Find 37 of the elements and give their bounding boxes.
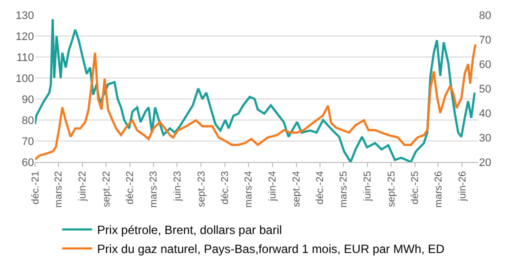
y-tick-label: 70 — [22, 136, 34, 148]
line-series — [35, 18, 476, 162]
x-tick-label: déc.-22 — [125, 170, 136, 204]
x-tick-label: mars-25 — [338, 170, 350, 208]
y2-tick-label: 80 — [479, 10, 492, 22]
y-tick-label: 120 — [16, 30, 34, 43]
y-tick-label: 100 — [16, 72, 34, 85]
x-tick-label: déc.-24 — [315, 170, 326, 204]
x-tick-label: mars-26 — [433, 170, 444, 208]
x-tick-label: déc.-21 — [30, 170, 42, 204]
x-tick-label: juin-26 — [457, 170, 468, 202]
legend-label: Prix pétrole, Brent, dollars par baril — [97, 223, 282, 238]
x-tick-label: mars-23 — [148, 170, 160, 208]
x-tick-label: sept.-23 — [196, 170, 208, 208]
x-tick-label: sept.-24 — [292, 170, 303, 208]
x-tick-label: mars-24 — [244, 170, 255, 208]
y-tick-label: 80 — [22, 114, 34, 127]
y-tick-label: 110 — [16, 52, 34, 64]
y-tick-label: 90 — [22, 94, 34, 106]
x-tick-label: juin-23 — [172, 170, 184, 202]
x-tick-label: juin-22 — [78, 170, 89, 202]
x-tick-label: déc.-25 — [410, 170, 422, 204]
y-tick-label: 130 — [16, 10, 34, 22]
legend-label: Prix du gaz naturel, Pays-Bas,forward 1 mois, EUR par MWh, ED — [97, 242, 445, 256]
x-tick-label: sept.-22 — [101, 170, 112, 208]
y2-tick-label: 70 — [479, 34, 492, 46]
y2-tick-label: 20 — [479, 156, 492, 169]
y2-tick-label: 60 — [479, 58, 492, 71]
x-tick-label: mars-22 — [54, 170, 65, 208]
x-tick-label: déc.-23 — [220, 170, 232, 204]
x-tick-label: juin-25 — [362, 170, 374, 202]
y2-tick-label: 50 — [479, 83, 492, 96]
y2-tick-label: 40 — [479, 108, 492, 120]
x-tick-label: juin-24 — [268, 170, 279, 202]
y-tick-label: 60 — [22, 156, 34, 169]
x-tick-label: sept.-25 — [386, 170, 398, 208]
y2-tick-label: 30 — [479, 132, 492, 144]
